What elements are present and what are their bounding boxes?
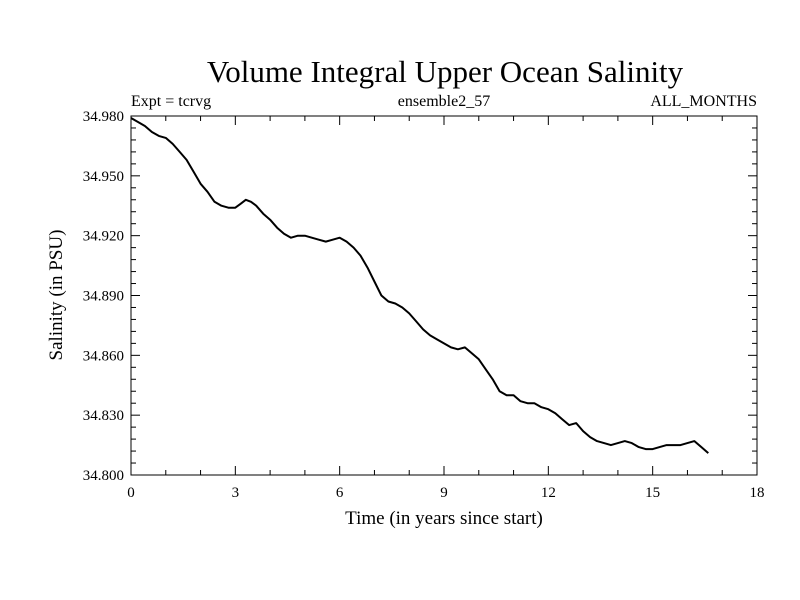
- y-tick-labels: 34.800 34.830 34.860 34.890 34.920 34.950 34.9…: [83, 109, 124, 484]
- chart-title: Volume Integral Upper Ocean Salinity: [207, 54, 684, 89]
- x-axis-label: Time (in years since start): [345, 508, 543, 529]
- y-tick-label: 34.830: [83, 408, 124, 424]
- x-tick-label: 9: [440, 485, 448, 501]
- x-tick-labels: 0 3 6 9 12 15 18: [127, 485, 764, 501]
- x-tick-label: 18: [750, 485, 765, 501]
- x-tick-label: 3: [232, 485, 240, 501]
- y-tick-label: 34.980: [83, 109, 124, 125]
- y-tick-label: 34.950: [83, 169, 124, 185]
- x-tick-label: 15: [645, 485, 660, 501]
- x-tick-label: 6: [336, 485, 344, 501]
- y-tick-label: 34.860: [83, 348, 124, 364]
- ensemble-label: ensemble2_57: [398, 93, 490, 110]
- months-label: ALL_MONTHS: [650, 93, 757, 110]
- y-tick-label: 34.800: [83, 468, 124, 484]
- y-axis-label: Salinity (in PSU): [46, 230, 67, 361]
- y-tick-label: 34.920: [83, 229, 124, 245]
- x-tick-label: 0: [127, 485, 135, 501]
- experiment-label: Expt = tcrvg: [131, 93, 211, 110]
- y-tick-label: 34.890: [83, 289, 124, 305]
- axis-ticks: [130, 115, 758, 476]
- x-tick-label: 12: [541, 485, 556, 501]
- plot-frame: [130, 115, 758, 476]
- salinity-series-line: [130, 117, 709, 454]
